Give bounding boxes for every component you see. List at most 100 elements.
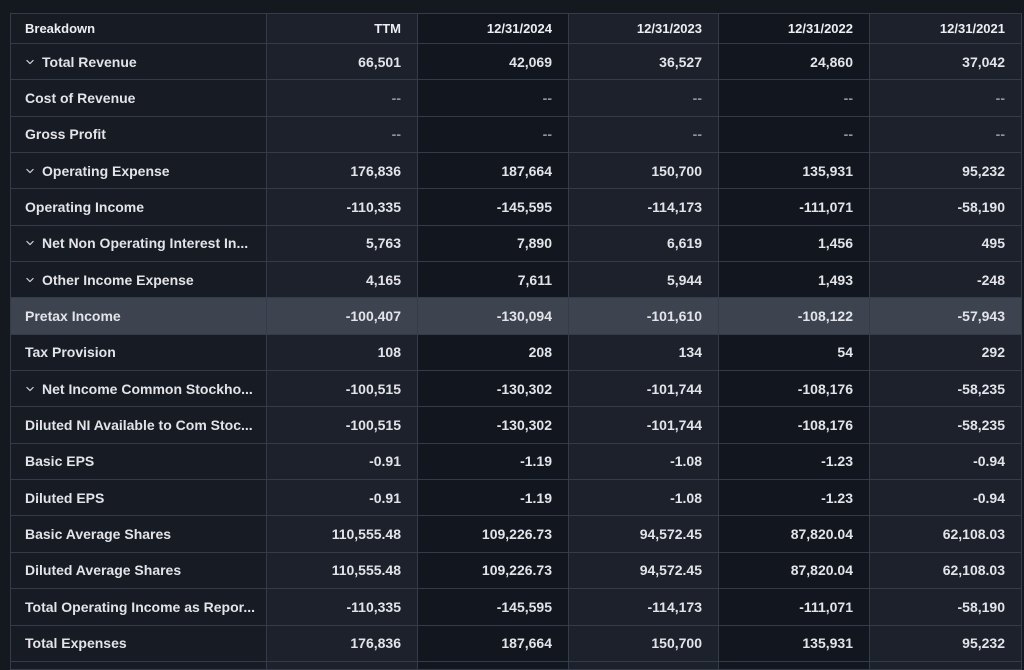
table-row: Other Income Expense 4,165 7,611 5,944 1,493… [11, 262, 1021, 299]
value-text: 135,931 [802, 162, 853, 179]
value-text: -58,235 [957, 417, 1005, 434]
value-cell: -0.91 [267, 443, 418, 481]
row-label-cell: Total Expenses [11, 625, 267, 662]
value-cell: -- [569, 116, 719, 154]
value-cell: 187,664 [418, 625, 569, 662]
value-text: -- [995, 126, 1005, 143]
financial-breakdown-table: Breakdown TTM 12/31/2024 12/31/2023 12/31/20… [10, 13, 1022, 670]
value-text: -0.91 [369, 489, 401, 506]
row-label-wrap: Total Revenue [25, 54, 137, 70]
value-text: 495 [981, 235, 1005, 252]
row-label: Net Non Operating Interest In... [42, 235, 249, 252]
value-text: -100,515 [345, 417, 401, 434]
value-text: -1.23 [821, 453, 853, 470]
row-label-wrap: Diluted EPS [25, 490, 104, 506]
value-cell: -101,744 [569, 371, 719, 408]
row-label: Cost of Revenue [25, 90, 136, 107]
value-cell: -- [719, 80, 870, 117]
value-cell: 187,664 [418, 153, 569, 190]
value-cell: -108,176 [719, 407, 870, 444]
table-row: Operating Income -110,335 -145,595 -114,173… [11, 189, 1021, 226]
value-cell: -101,744 [569, 407, 719, 444]
row-label-cell[interactable]: Net Non Operating Interest In... [11, 225, 267, 263]
row-label-wrap: Other Income Expense [25, 272, 194, 288]
value-cell: 62,108.03 [870, 516, 1021, 553]
value-cell: -110,335 [267, 589, 418, 626]
value-cell: 110,555.48 [267, 552, 418, 590]
header-period-2: 12/31/2024 [418, 14, 569, 44]
value-text: -101,744 [646, 380, 702, 397]
value-text: -1.08 [670, 489, 702, 506]
value-text: 187,664 [501, 635, 552, 652]
row-label-wrap: Cost of Revenue [25, 90, 135, 106]
row-label-wrap: Diluted Average Shares [25, 562, 181, 578]
value-cell: 109,226.73 [418, 516, 569, 553]
header-period-1: TTM [267, 14, 418, 44]
chevron-down-icon[interactable] [25, 238, 35, 248]
value-text: 36,527 [659, 53, 702, 70]
row-label: Gross Profit [25, 126, 106, 143]
chevron-down-icon[interactable] [25, 275, 35, 285]
header-period-3: 12/31/2023 [569, 14, 719, 44]
value-cell: 7,890 [418, 225, 569, 263]
row-label-wrap: Gross Profit [25, 126, 106, 142]
table-row: Gross Profit -- -- -- -- -- [11, 116, 1021, 154]
value-cell: -- [267, 116, 418, 154]
value-cell: 66,501 [267, 44, 418, 81]
value-cell: -57,943 [870, 298, 1021, 335]
value-cell: -0.94 [870, 480, 1021, 517]
value-text: -- [542, 90, 552, 107]
value-text: 187,664 [501, 162, 552, 179]
value-text: 134 [678, 344, 702, 361]
value-text: -- [391, 126, 401, 143]
row-label-cell[interactable]: Other Income Expense [11, 262, 267, 299]
row-label-cell: Total Operating Income as Repor... [11, 589, 267, 626]
row-label-cell[interactable]: Operating Expense [11, 153, 267, 190]
value-cell: 36,527 [569, 44, 719, 81]
row-label-wrap: Tax Provision [25, 344, 116, 360]
value-cell: 42,069 [418, 44, 569, 81]
table-row: Operating Expense 176,836 187,664 150,700 13… [11, 153, 1021, 190]
value-cell [11, 661, 267, 669]
value-cell: 135,931 [719, 153, 870, 190]
table-row: Cost of Revenue -- -- -- -- -- [11, 80, 1021, 117]
header-breakdown: Breakdown [11, 14, 267, 44]
value-text: 94,572.45 [639, 562, 702, 579]
value-cell: -0.94 [870, 443, 1021, 481]
value-text: -111,071 [799, 199, 853, 216]
row-label-wrap: Operating Expense [25, 163, 170, 179]
value-cell [418, 661, 569, 669]
table-header-row: Breakdown TTM 12/31/2024 12/31/2023 12/31/20… [11, 14, 1021, 44]
value-cell: 292 [870, 334, 1021, 372]
value-cell: 110,555.48 [267, 516, 418, 553]
table-body: Total Revenue 66,501 42,069 36,527 24,860 37,… [11, 44, 1021, 669]
row-label-cell[interactable]: Total Revenue [11, 44, 267, 81]
row-label-wrap: Basic Average Shares [25, 526, 171, 542]
value-cell [569, 661, 719, 669]
row-label-cell[interactable]: Net Income Common Stockho... [11, 371, 267, 408]
table-row: Net Non Operating Interest In... 5,763 7,8… [11, 225, 1021, 263]
value-text: -- [843, 126, 853, 143]
chevron-down-icon[interactable] [25, 166, 35, 176]
value-cell: -145,595 [418, 589, 569, 626]
value-text: -1.23 [821, 489, 853, 506]
value-cell: -100,515 [267, 407, 418, 444]
value-cell: 7,611 [418, 262, 569, 299]
value-text: -101,610 [646, 308, 702, 325]
chevron-down-icon[interactable] [25, 57, 35, 67]
row-label-cell: Gross Profit [11, 116, 267, 154]
value-cell: -108,122 [719, 298, 870, 335]
value-cell: 495 [870, 225, 1021, 263]
row-label-wrap: Pretax Income [25, 308, 121, 324]
value-text: -0.94 [973, 453, 1005, 470]
value-text: 94,572.45 [639, 526, 702, 543]
value-text: -130,094 [496, 308, 552, 325]
value-cell: -- [870, 116, 1021, 154]
value-text: 37,042 [962, 53, 1005, 70]
chevron-down-icon[interactable] [25, 384, 35, 394]
table-row-partial [11, 661, 1021, 669]
value-cell: 4,165 [267, 262, 418, 299]
value-cell: -101,610 [569, 298, 719, 335]
row-label: Tax Provision [25, 344, 116, 361]
value-text: 87,820.04 [790, 562, 853, 579]
